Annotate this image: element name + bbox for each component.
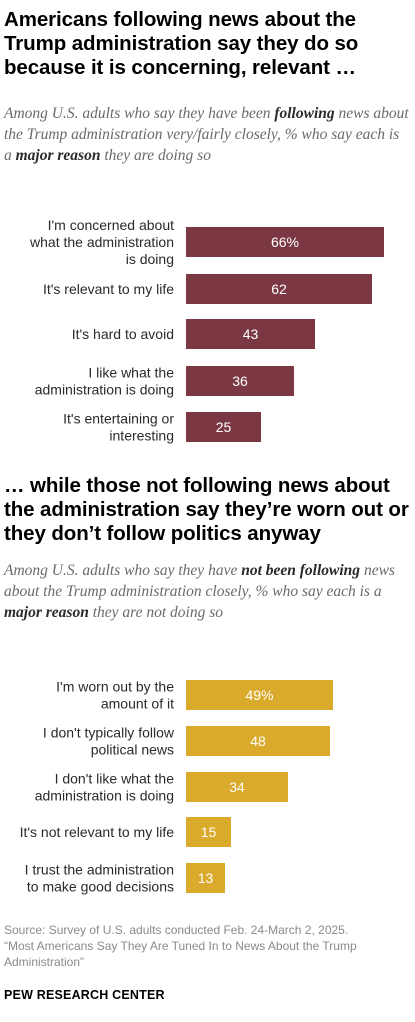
category-label-line: interesting: [109, 428, 174, 444]
subtitle-part: following: [274, 105, 335, 122]
subtitle-part: major reason: [15, 147, 101, 164]
category-label-line: It's entertaining or: [63, 411, 174, 427]
category-label: I don't typically follow political news: [43, 725, 175, 758]
category-label-line: It's hard to avoid: [72, 326, 174, 342]
pew-logo: PEW RESEARCH CENTER: [4, 988, 165, 1002]
bar: [186, 366, 294, 396]
category-label-line: is doing: [126, 251, 174, 267]
category-label-line: political news: [91, 742, 174, 758]
category-label: It's not relevant to my life: [20, 824, 175, 840]
category-label-line: It's not relevant to my life: [20, 824, 175, 840]
bar: [186, 772, 288, 802]
bar: [186, 726, 330, 756]
subtitle-part: news about the Trump administration clos…: [4, 562, 395, 600]
category-label: I trust the administration to make good d…: [25, 862, 174, 895]
bar: [186, 319, 315, 349]
not-following-reasons-chart: I'm worn out by the amount of it 49% I don'…: [20, 679, 333, 895]
category-label-line: I don't like what the: [55, 771, 175, 787]
value-label: 66%: [271, 234, 299, 250]
value-label: 36: [232, 373, 248, 389]
category-label-line: I'm worn out by the: [56, 679, 174, 695]
subtitle-part: they are doing so: [100, 147, 211, 164]
top-chart-subtitle: Among U.S. adults who say they have been…: [4, 103, 410, 166]
value-label: 48: [250, 733, 266, 749]
subtitle-part: they are not doing so: [88, 604, 224, 621]
category-label-line: administration is doing: [35, 382, 174, 398]
bottom-chart-title: … while those not following news about t…: [4, 474, 409, 545]
category-label-line: I like what the: [88, 365, 174, 381]
category-label-line: It's relevant to my life: [43, 281, 174, 297]
category-label-line: I trust the administration: [25, 862, 174, 878]
category-label-line: to make good decisions: [27, 879, 174, 895]
bar: [186, 412, 261, 442]
source-note: Source: Survey of U.S. adults conducted …: [4, 922, 410, 970]
value-label: 34: [229, 779, 245, 795]
following-reasons-chart: I'm concerned about what the administrati…: [29, 217, 384, 444]
category-label: It's hard to avoid: [72, 326, 174, 342]
value-label: 62: [271, 281, 287, 297]
category-label: I'm worn out by the amount of it: [56, 679, 174, 712]
value-label: 13: [198, 870, 214, 886]
category-label: It's relevant to my life: [43, 281, 174, 297]
bar: [186, 863, 225, 893]
value-label: 49%: [245, 687, 273, 703]
bar: [186, 680, 333, 710]
category-label-line: what the administration: [29, 234, 174, 250]
category-label-line: I'm concerned about: [48, 217, 175, 233]
category-label: I like what the administration is doing: [35, 365, 175, 398]
category-label-line: administration is doing: [35, 788, 174, 804]
category-label-line: amount of it: [101, 696, 174, 712]
bar: [186, 817, 231, 847]
subtitle-part: news about the Trump administration very…: [4, 105, 409, 164]
category-label: It's entertaining or interesting: [63, 411, 174, 444]
bar: [186, 227, 384, 257]
category-label: I don't like what the administration is d…: [35, 771, 174, 804]
category-label: I'm concerned about what the administrati…: [29, 217, 174, 267]
bar: [186, 274, 372, 304]
source-text: Source: Survey of U.S. adults conducted …: [4, 923, 349, 937]
bottom-chart-subtitle: Among U.S. adults who say they have not …: [4, 560, 410, 623]
subtitle-part: Among U.S. adults who say they have: [4, 562, 242, 579]
subtitle-part: major reason: [4, 604, 89, 621]
value-label: 15: [201, 824, 217, 840]
subtitle-part: Among U.S. adults who say they have been: [4, 105, 275, 122]
value-label: 43: [243, 326, 259, 342]
subtitle-part: not been following: [241, 562, 361, 579]
value-label: 25: [216, 419, 232, 435]
top-chart-title: Americans following news about the Trump…: [4, 8, 359, 79]
report-title: “Most Americans Say They Are Tuned In to…: [4, 939, 357, 969]
category-label-line: I don't typically follow: [43, 725, 175, 741]
